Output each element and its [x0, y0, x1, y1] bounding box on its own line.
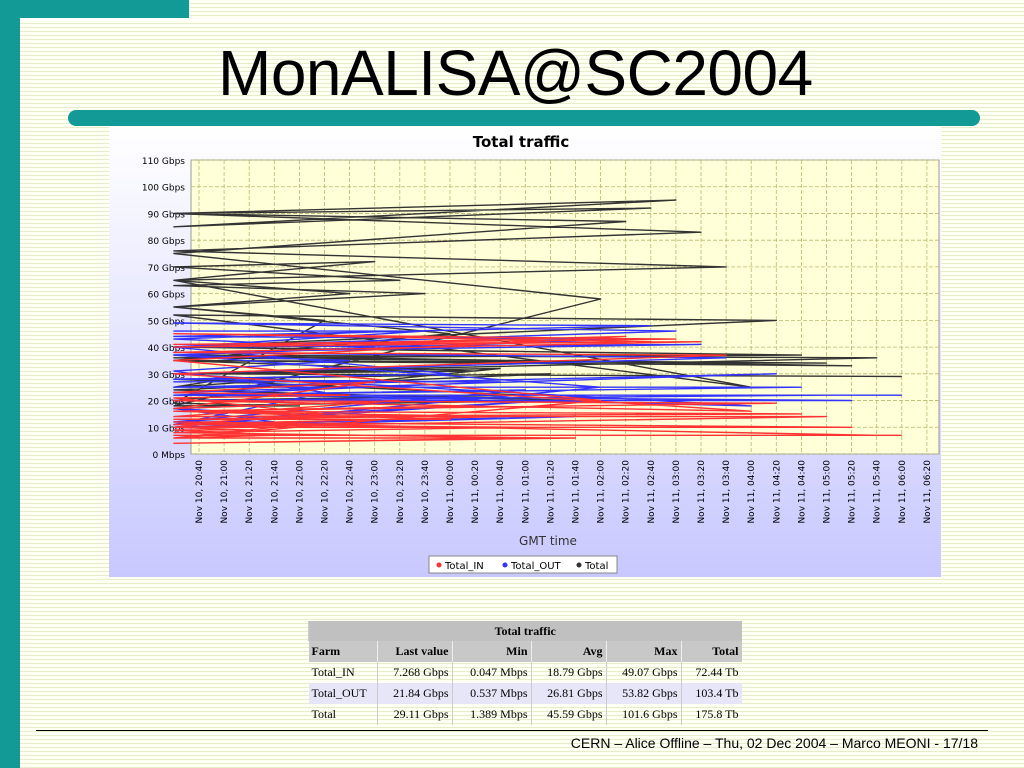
cell-total: 175.8 Tb	[680, 704, 742, 725]
x-tick-label: Nov 11, 06:20	[923, 460, 933, 524]
series-line-total-in	[173, 332, 902, 444]
table-caption: Total traffic	[308, 621, 742, 641]
y-tick-label: 60 Gbps	[148, 291, 186, 301]
col-header-avg: Avg	[530, 641, 606, 662]
y-tick-label: 110 Gbps	[142, 157, 185, 167]
x-tick-label: Nov 11, 03:20	[697, 460, 707, 524]
y-tick-label: 70 Gbps	[148, 264, 186, 274]
x-tick-label: Nov 11, 05:20	[848, 460, 858, 524]
y-tick-label: 50 Gbps	[148, 317, 186, 327]
x-tick-label: Nov 10, 23:00	[371, 460, 381, 524]
cell-max: 53.82 Gbps	[605, 683, 681, 704]
cell-avg: 26.81 Gbps	[530, 683, 606, 704]
x-tick-label: Nov 10, 22:40	[346, 460, 356, 524]
chart-legend: Total_IN Total_OUT Total	[428, 555, 618, 574]
col-header-total: Total	[680, 641, 742, 662]
x-tick-label: Nov 11, 01:00	[521, 460, 531, 524]
table-row: Total_IN 7.268 Gbps 0.047 Mbps 18.79 Gbp…	[309, 662, 742, 683]
cell-last-value: 29.11 Gbps	[376, 704, 452, 725]
cell-farm: Total_IN	[311, 665, 355, 679]
left-accent-bar	[0, 0, 20, 768]
legend-box	[428, 555, 618, 574]
legend-marker	[502, 562, 508, 568]
x-tick-label: Nov 11, 00:20	[471, 460, 481, 524]
legend-label: Total_OUT	[510, 561, 562, 572]
x-tick-label: Nov 11, 03:00	[672, 460, 682, 524]
cell-avg: 18.79 Gbps	[530, 662, 606, 683]
table-header-row: Farm Last value Min Avg Max Total	[308, 641, 742, 662]
x-axis-label: GMT time	[519, 534, 577, 548]
legend-label: Total	[584, 561, 608, 572]
top-divider	[20, 18, 1024, 20]
traffic-table: Total traffic Farm Last value Min Avg Ma…	[308, 621, 742, 725]
cell-last-value: 7.268 Gbps	[376, 662, 452, 683]
x-tick-label: Nov 10, 21:40	[270, 460, 280, 524]
slide-title: MonALISA@SC2004	[218, 37, 813, 109]
y-tick-label: 10 Gbps	[148, 424, 186, 434]
legend-marker	[436, 562, 442, 568]
data-lines	[173, 199, 902, 444]
cell-farm: Total	[311, 707, 337, 721]
x-tick-label: Nov 11, 04:20	[772, 460, 782, 524]
x-tick-label: Nov 11, 04:00	[747, 460, 757, 524]
y-tick-label: 80 Gbps	[148, 237, 186, 247]
x-tick-label: Nov 10, 21:00	[220, 460, 230, 524]
title-underline-bar	[68, 110, 980, 126]
x-tick-label: Nov 10, 21:20	[245, 460, 255, 524]
footer-text: CERN – Alice Offline – Thu, 02 Dec 2004 …	[570, 735, 978, 751]
x-tick-label: Nov 11, 01:20	[546, 460, 556, 524]
x-tick-label: Nov 10, 23:40	[421, 460, 431, 524]
x-tick-label: Nov 10, 22:20	[321, 460, 331, 524]
x-tick-label: Nov 10, 22:00	[295, 460, 305, 524]
y-tick-label: 100 Gbps	[142, 184, 185, 194]
legend-label: Total_IN	[444, 561, 484, 572]
table-row: Total 29.11 Gbps 1.389 Mbps 45.59 Gbps 1…	[309, 704, 742, 725]
x-tick-label: Nov 11, 05:00	[823, 460, 833, 524]
traffic-chart: Total traffic 0 Mbps 10 Gbps 20 Gbps 30 Gbp…	[109, 127, 941, 577]
cell-max: 101.6 Gbps	[605, 704, 681, 725]
x-tick-label: Nov 11, 01:40	[572, 460, 582, 524]
x-tick-label: Nov 11, 05:40	[873, 460, 883, 524]
cell-total: 103.4 Tb	[680, 683, 742, 704]
x-tick-label: Nov 11, 03:40	[722, 460, 732, 524]
traffic-table-wrap: Total traffic Farm Last value Min Avg Ma…	[308, 621, 742, 725]
x-tick-label: Nov 11, 02:00	[597, 460, 607, 524]
cell-total: 72.44 Tb	[680, 662, 742, 683]
x-axis-ticks: Nov 10, 20:40 Nov 10, 21:00 Nov 10, 21:20 N…	[195, 460, 933, 524]
table-row: Total_OUT 21.84 Gbps 0.537 Mbps 26.81 Gb…	[308, 683, 742, 704]
col-header-farm: Farm	[308, 641, 377, 662]
x-tick-label: Nov 10, 20:40	[195, 460, 205, 524]
footer-divider	[36, 730, 988, 731]
col-header-last-value: Last value	[376, 641, 452, 662]
y-tick-label: 20 Gbps	[148, 398, 186, 408]
legend-marker	[576, 562, 582, 568]
cell-min: 0.047 Mbps	[451, 662, 531, 683]
x-tick-label: Nov 11, 02:40	[647, 460, 657, 524]
y-tick-label: 0 Mbps	[153, 451, 186, 461]
cell-last-value: 21.84 Gbps	[376, 683, 452, 704]
y-axis-ticks: 0 Mbps 10 Gbps 20 Gbps 30 Gbps 40 Gbps 50 Gbp…	[142, 157, 185, 461]
x-tick-label: Nov 11, 02:20	[622, 460, 632, 524]
cell-min: 1.389 Mbps	[451, 704, 531, 725]
traffic-chart-svg: Total traffic 0 Mbps 10 Gbps 20 Gbps 30 Gbp…	[109, 127, 941, 577]
x-tick-label: Nov 11, 04:40	[797, 460, 807, 524]
x-tick-label: Nov 11, 00:00	[446, 460, 456, 524]
col-header-max: Max	[605, 641, 681, 662]
cell-avg: 45.59 Gbps	[530, 704, 606, 725]
cell-farm: Total_OUT	[308, 683, 377, 704]
cell-min: 0.537 Mbps	[451, 683, 531, 704]
cell-max: 49.07 Gbps	[605, 662, 681, 683]
x-tick-label: Nov 11, 06:00	[898, 460, 908, 524]
chart-title: Total traffic	[473, 133, 570, 151]
y-tick-label: 30 Gbps	[148, 371, 186, 381]
top-accent-block	[0, 0, 189, 18]
y-tick-label: 90 Gbps	[148, 210, 186, 220]
y-tick-label: 40 Gbps	[148, 344, 186, 354]
x-tick-label: Nov 10, 23:20	[396, 460, 406, 524]
col-header-min: Min	[451, 641, 531, 662]
x-tick-label: Nov 11, 00:40	[496, 460, 506, 524]
